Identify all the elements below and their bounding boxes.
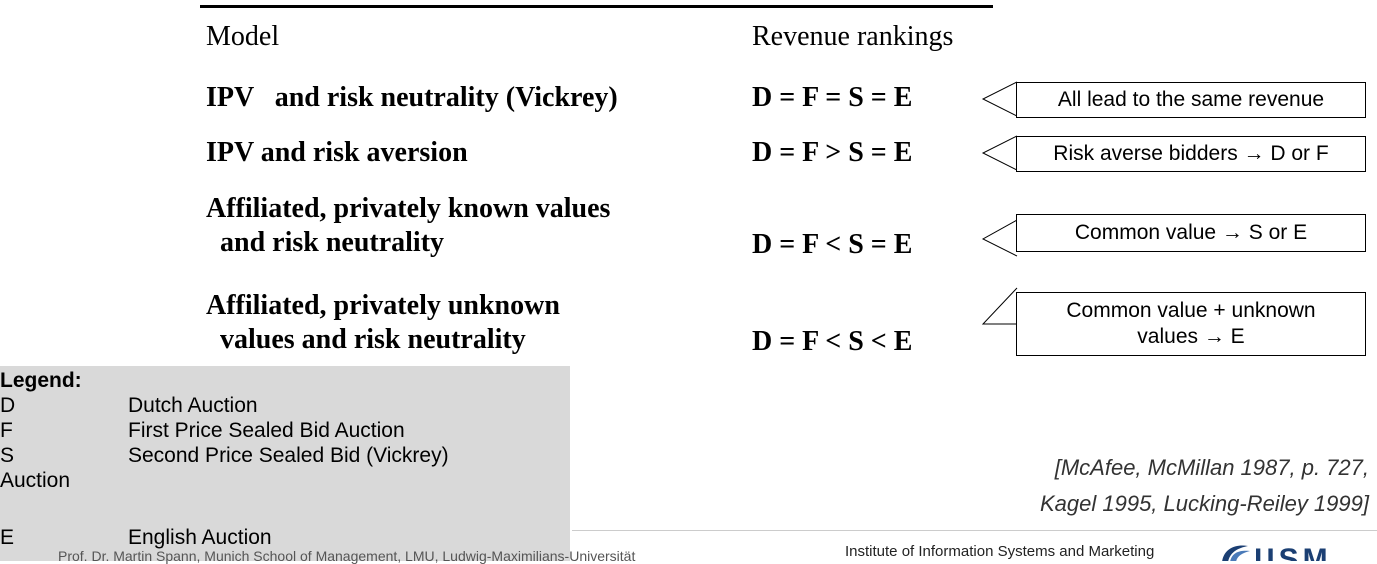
- callout-pointer-icon: [981, 81, 1018, 117]
- callout-pointer-icon: [981, 219, 1018, 257]
- table-top-rule: [200, 5, 993, 8]
- legend-key: D: [0, 394, 16, 417]
- legend-box: Legend: D Dutch Auction F First Price Se…: [0, 366, 570, 561]
- callout-text: All lead to the same revenue: [1057, 88, 1325, 111]
- table-row-ranking: D = F > S = E: [752, 137, 913, 168]
- footer-divider: [572, 530, 1377, 531]
- callout-pointer-icon: [981, 287, 1018, 325]
- callout-risk-averse: Risk averse bidders → D or F: [1016, 136, 1366, 172]
- citation: [McAfee, McMillan 1987, p. 727, Kagel 19…: [1040, 450, 1369, 522]
- citation-line: [McAfee, McMillan 1987, p. 727,: [1054, 455, 1369, 480]
- legend-title: Legend:: [0, 369, 82, 392]
- table-row-ranking: D = F < S = E: [752, 229, 913, 260]
- table-row-model: Affiliated, privately known values: [206, 193, 611, 224]
- citation-line: Kagel 1995, Lucking-Reiley 1999]: [1039, 491, 1369, 516]
- footer-institute: Institute of Information Systems and Mar…: [845, 543, 1155, 560]
- legend-label: Dutch Auction: [128, 394, 258, 417]
- column-header-rankings: Revenue rankings: [752, 21, 954, 52]
- callout-text: Common value → S or E: [1074, 221, 1308, 244]
- legend-label: First Price Sealed Bid Auction: [128, 419, 405, 442]
- footer-author: Prof. Dr. Martin Spann, Munich School of…: [58, 548, 636, 564]
- legend-label: English Auction: [128, 526, 272, 549]
- table-row-model-cont: and risk neutrality: [206, 227, 445, 258]
- column-header-model: Model: [206, 21, 280, 52]
- legend-key: S: [0, 444, 15, 467]
- callout-text-line: Common value + unknown: [1066, 299, 1316, 322]
- legend-label: Second Price Sealed Bid (Vickrey): [128, 444, 449, 467]
- legend-key: Auction: [0, 469, 71, 492]
- callout-same-revenue: All lead to the same revenue: [1016, 82, 1366, 118]
- table-row-model: IPV and risk aversion: [206, 137, 468, 168]
- logo-swoosh-icon: [1222, 545, 1250, 561]
- table-row-ranking: D = F = S = E: [752, 82, 913, 113]
- table-row-model-cont: values and risk neutrality: [206, 324, 526, 355]
- table-row-ranking: D = F < S < E: [752, 326, 913, 357]
- iism-logo: IISM: [1218, 540, 1377, 561]
- table-row-model: IPV and risk neutrality (Vickrey): [206, 82, 618, 113]
- callout-text: Common value + unknown values → E: [1066, 298, 1315, 350]
- legend-key: F: [0, 419, 13, 442]
- callout-pointer-icon: [981, 135, 1018, 171]
- table-row-model: Affiliated, privately unknown: [206, 290, 560, 321]
- callout-text: Risk averse bidders → D or F: [1053, 142, 1329, 165]
- callout-text-line: values → E: [1137, 325, 1245, 348]
- callout-unknown-values: Common value + unknown values → E: [1016, 292, 1366, 356]
- legend-key: E: [0, 526, 15, 549]
- logo-text: IISM: [1254, 543, 1332, 561]
- callout-common-value: Common value → S or E: [1016, 214, 1366, 252]
